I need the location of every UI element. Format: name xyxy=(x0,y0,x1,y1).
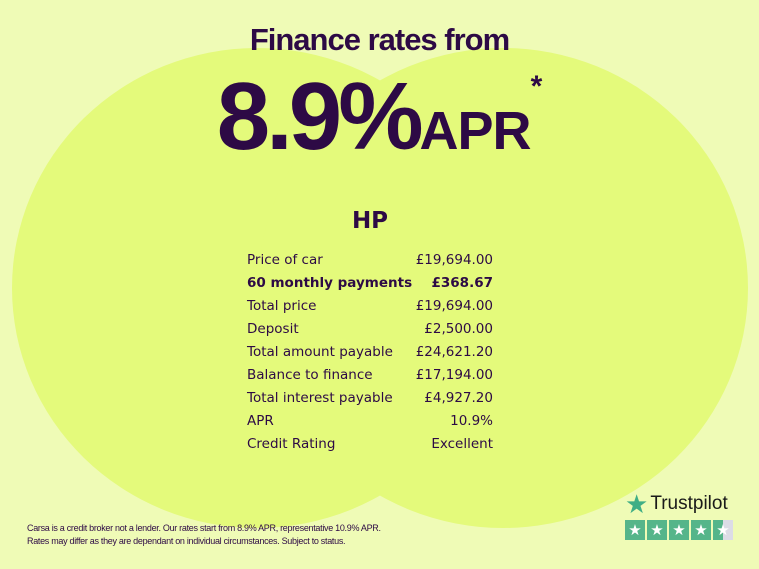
row-value: £19,694.00 xyxy=(415,298,493,314)
row-label: Total price xyxy=(247,298,317,314)
row-label: 60 monthly payments xyxy=(247,275,413,291)
table-row: Balance to finance £17,194.00 xyxy=(247,365,493,388)
rate-display: 8.9%APR* xyxy=(0,62,759,172)
row-value: £17,194.00 xyxy=(415,367,493,383)
row-value: 10.9% xyxy=(450,413,493,429)
trustpilot-name: Trustpilot xyxy=(650,493,728,514)
table-row: 60 monthly payments £368.67 xyxy=(247,273,493,296)
trustpilot-badge[interactable]: ★ Trustpilot ★ ★ ★ ★ ★ xyxy=(625,489,735,540)
headline: Finance rates from xyxy=(249,22,510,57)
table-row: Total price £19,694.00 xyxy=(247,296,493,319)
row-label: Total amount payable xyxy=(247,344,393,360)
row-label: APR xyxy=(247,413,274,429)
rating-star-icon: ★ xyxy=(625,520,645,540)
row-label: Price of car xyxy=(247,252,323,268)
table-row: Total interest payable £4,927.20 xyxy=(247,388,493,411)
trustpilot-star-icon: ★ xyxy=(625,489,649,519)
trustpilot-logo: ★ Trustpilot xyxy=(625,489,735,519)
table-row: Total amount payable £24,621.20 xyxy=(247,342,493,365)
table-row: Credit Rating Excellent xyxy=(247,434,493,457)
product-title: HP xyxy=(351,208,389,234)
disclaimer-line-2: Rates may differ as they are dependant o… xyxy=(27,535,346,546)
rating-star-icon: ★ xyxy=(713,520,733,540)
rate-value: 8.9% xyxy=(216,63,424,170)
asterisk: * xyxy=(530,70,543,103)
row-label: Deposit xyxy=(247,321,299,337)
row-label: Credit Rating xyxy=(247,436,336,452)
disclaimer-line-1: Carsa is a credit broker not a lender. O… xyxy=(27,523,381,533)
disclaimer: Carsa is a credit broker not a lender. O… xyxy=(27,522,381,547)
row-value: £19,694.00 xyxy=(415,252,493,268)
row-value: £2,500.00 xyxy=(424,321,493,337)
row-label: Total interest payable xyxy=(247,390,393,406)
table-row: APR 10.9% xyxy=(247,411,493,434)
table-row: Deposit £2,500.00 xyxy=(247,319,493,342)
row-value: £4,927.20 xyxy=(424,390,493,406)
table-row: Price of car £19,694.00 xyxy=(247,250,493,273)
row-label: Balance to finance xyxy=(247,367,373,383)
finance-table: Price of car £19,694.00 60 monthly payment… xyxy=(247,250,493,457)
background-circle-right xyxy=(258,48,748,528)
row-value: £368.67 xyxy=(431,275,494,291)
rating-star-icon: ★ xyxy=(647,520,667,540)
rating-star-icon: ★ xyxy=(691,520,711,540)
apr-label: APR xyxy=(419,101,532,161)
row-value: £24,621.20 xyxy=(415,344,493,360)
row-value: Excellent xyxy=(431,436,493,452)
rating-star-icon: ★ xyxy=(669,520,689,540)
trustpilot-rating: ★ ★ ★ ★ ★ xyxy=(625,520,735,540)
